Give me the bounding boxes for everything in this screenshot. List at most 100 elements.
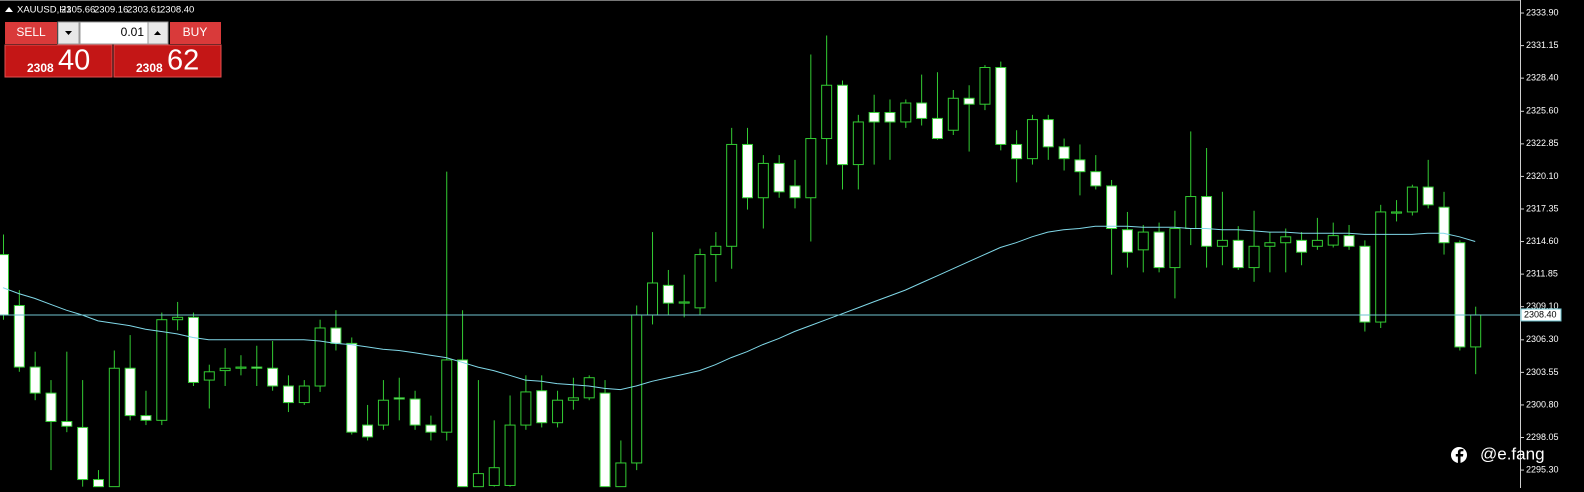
candle-body xyxy=(1280,236,1292,244)
plot-area xyxy=(0,35,1482,488)
candle-body xyxy=(1153,231,1165,269)
candle-body xyxy=(140,415,152,421)
y-tick-label: 2314.60 xyxy=(1526,236,1559,246)
y-tick-label: 2325.60 xyxy=(1526,106,1559,116)
candle-body xyxy=(1216,239,1228,247)
candle-body xyxy=(947,97,959,131)
candle-body xyxy=(45,392,57,423)
candle-body xyxy=(868,111,880,123)
candle-body xyxy=(457,359,469,488)
candle-body xyxy=(1422,186,1434,206)
candle-body xyxy=(1296,239,1308,253)
candle-body xyxy=(884,111,896,123)
candle-body xyxy=(662,284,674,304)
candle-body xyxy=(567,397,579,401)
candle-body xyxy=(156,319,168,421)
candle-body xyxy=(805,138,817,199)
bid-small[interactable]: 40 xyxy=(58,45,90,77)
candle-body xyxy=(1074,159,1086,173)
collapse-icon[interactable] xyxy=(5,7,13,12)
candle-body xyxy=(488,467,500,486)
candle-body xyxy=(694,254,706,309)
sell-label[interactable]: SELL xyxy=(16,25,46,39)
candle-body xyxy=(1359,245,1371,323)
candle-body xyxy=(1406,186,1418,213)
candle-body xyxy=(1058,146,1070,160)
y-tick-label: 2300.80 xyxy=(1526,399,1559,409)
candle-body xyxy=(1264,242,1276,247)
candle-body xyxy=(219,367,231,372)
candle-body xyxy=(1327,235,1339,246)
candle-body xyxy=(1470,314,1482,348)
symbol: XAUUSD,H1 xyxy=(17,5,71,16)
candle-body xyxy=(13,304,25,368)
moving-average xyxy=(2,225,1476,391)
candle-body xyxy=(1201,196,1213,247)
ask-big[interactable]: 2308 xyxy=(136,61,163,75)
candle-body xyxy=(330,327,342,344)
close-price: 2308.40 xyxy=(160,5,194,16)
trade-panel: SELL 0.01 BUY 2308 40 2308 62 xyxy=(4,21,222,78)
down-arrow xyxy=(65,31,72,35)
candle-body xyxy=(235,366,247,369)
bid-big[interactable]: 2308 xyxy=(27,61,54,75)
candle-body xyxy=(900,102,912,123)
y-tick-label: 2295.30 xyxy=(1526,464,1559,474)
buy-label[interactable]: BUY xyxy=(183,25,208,39)
candle-body xyxy=(346,342,358,433)
y-tick-label: 2333.90 xyxy=(1526,7,1559,17)
y-tick-label: 2303.55 xyxy=(1526,367,1559,377)
y-tick-label: 2331.15 xyxy=(1526,40,1559,50)
candle-body xyxy=(678,301,690,304)
candle-body xyxy=(773,162,785,193)
candle-body xyxy=(1106,185,1118,230)
y-tick-label: 2298.05 xyxy=(1526,432,1559,442)
candle-body xyxy=(425,424,437,433)
candle-body xyxy=(472,473,484,488)
candle-body xyxy=(314,327,326,387)
candle-body xyxy=(1121,229,1133,253)
candle-body xyxy=(710,245,722,256)
lot-value[interactable]: 0.01 xyxy=(121,25,145,39)
candle-body xyxy=(77,426,89,481)
ask-box[interactable] xyxy=(113,44,222,78)
candle-body xyxy=(409,398,421,426)
candle-body xyxy=(393,397,405,400)
y-axis: 2333.90 2331.15 2328.40 2325.60 2322.85 2320.… xyxy=(1520,7,1559,474)
candle-body xyxy=(821,84,833,140)
candle-body xyxy=(726,143,738,247)
candle-body xyxy=(251,366,263,369)
candle-body xyxy=(615,462,627,488)
y-tick-label: 2322.85 xyxy=(1526,138,1559,148)
candle-body xyxy=(187,316,199,383)
candle-body xyxy=(852,121,864,166)
candle-body xyxy=(92,479,104,488)
watermark: @e.fang xyxy=(1480,444,1545,463)
candle-body xyxy=(1185,196,1197,230)
bid-box[interactable] xyxy=(4,44,113,78)
candle-body xyxy=(1343,235,1355,247)
candle-body xyxy=(1248,245,1260,269)
candle-body xyxy=(583,377,595,399)
y-tick-label: 2311.85 xyxy=(1526,268,1558,278)
ask-small[interactable]: 62 xyxy=(167,45,199,77)
candle-body xyxy=(599,392,611,488)
candle-body xyxy=(377,399,389,426)
y-tick-label: 2309.10 xyxy=(1526,301,1559,311)
candle-body xyxy=(1026,119,1038,160)
candle-body xyxy=(631,314,643,464)
candle-body xyxy=(441,359,453,433)
candle-body xyxy=(1311,239,1323,247)
candle-body xyxy=(108,367,120,488)
up-arrow xyxy=(154,31,161,35)
candle-body xyxy=(995,66,1007,145)
buy-button[interactable] xyxy=(170,22,221,44)
candle-body xyxy=(742,143,754,199)
candle-body xyxy=(536,390,548,424)
candle-body xyxy=(124,367,136,417)
sell-button[interactable] xyxy=(5,22,57,44)
candle-body xyxy=(282,385,294,404)
candle-body xyxy=(1391,211,1403,214)
candle-body xyxy=(916,102,928,119)
